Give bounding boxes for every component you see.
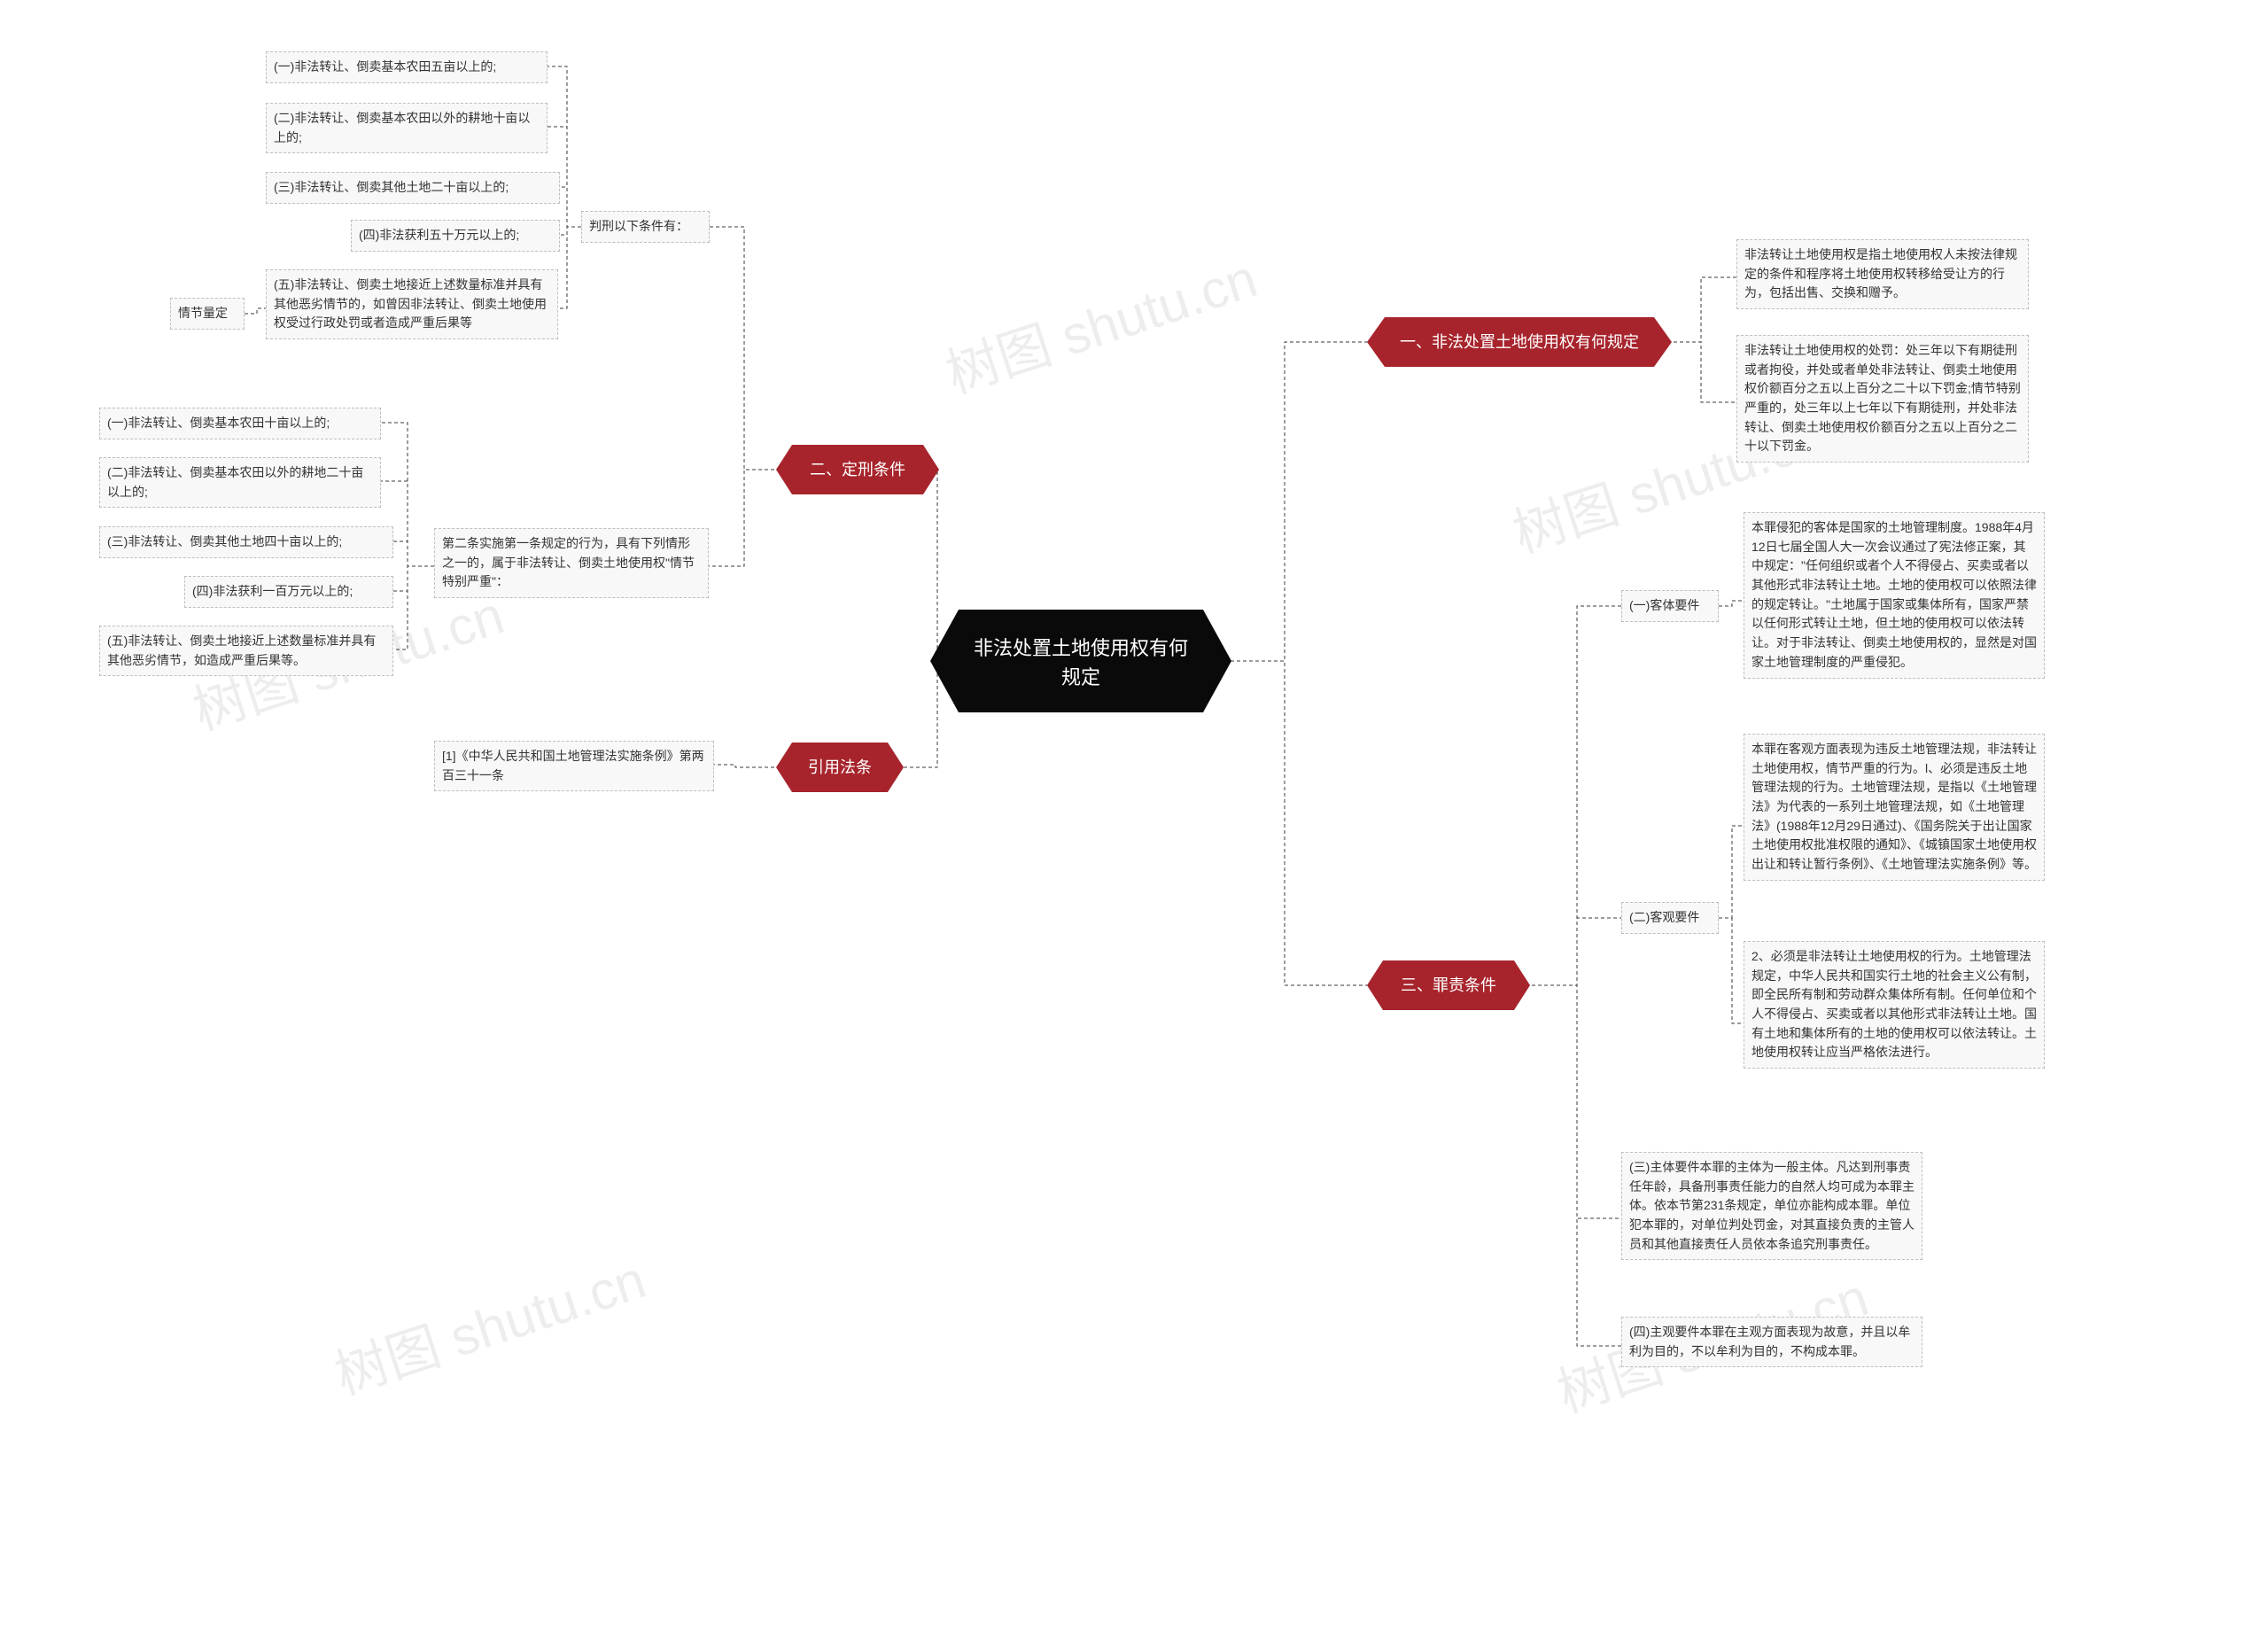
b2-g0-leaf-2: (三)非法转让、倒卖其他土地二十亩以上的; xyxy=(266,172,560,204)
root-label-line2: 规定 xyxy=(1061,666,1100,688)
b1-leaf-0: 非法转让土地使用权是指土地使用权人未按法律规定的条件和程序将土地使用权转移给受让… xyxy=(1736,239,2029,309)
b3-sub-0-leaf-0-text: 本罪侵犯的客体是国家的土地管理制度。1988年4月12日七届全国人大一次会议通过… xyxy=(1751,520,2037,669)
branch-ref-label: 引用法条 xyxy=(808,758,872,776)
b2-group-1-label: 情节量定 xyxy=(178,306,228,320)
branch-3: 三、罪责条件 xyxy=(1378,964,1519,1007)
bref-leaf-0-text: [1]《中华人民共和国土地管理法实施条例》第两百三十一条 xyxy=(442,749,704,782)
branch-ref: 引用法条 xyxy=(787,746,893,789)
b2-g0-leaf-0: (一)非法转让、倒卖基本农田五亩以上的; xyxy=(266,51,548,83)
b2-g2-leaf-2: (三)非法转让、倒卖其他土地四十亩以上的; xyxy=(99,526,393,558)
b2-g0-leaf-1-text: (二)非法转让、倒卖基本农田以外的耕地十亩以上的; xyxy=(274,111,530,144)
b3-sub-1-leaf-1-text: 2、必须是非法转让土地使用权的行为。土地管理法规定，中华人民共和国实行土地的社会… xyxy=(1751,949,2037,1059)
b3-sub-1-leaf-0: 本罪在客观方面表现为违反土地管理法规，非法转让土地使用权，情节严重的行为。l、必… xyxy=(1744,734,2045,881)
watermark: 树图 shutu.cn xyxy=(323,1237,654,1410)
root-label-line1: 非法处置土地使用权有何 xyxy=(974,637,1188,659)
b3-sub-2-leaf-1-text: (四)主观要件本罪在主观方面表现为故意，并且以牟利为目的，不以牟利为目的，不构成… xyxy=(1629,1325,1910,1358)
b3-sub-0-label: (一)客体要件 xyxy=(1629,598,1699,612)
b2-g0-leaf-1: (二)非法转让、倒卖基本农田以外的耕地十亩以上的; xyxy=(266,103,548,153)
b2-g2-leaf-1-text: (二)非法转让、倒卖基本农田以外的耕地二十亩以上的; xyxy=(107,465,363,499)
branch-3-label: 三、罪责条件 xyxy=(1401,976,1496,994)
b2-g2-leaf-0: (一)非法转让、倒卖基本农田十亩以上的; xyxy=(99,408,381,439)
bref-leaf-0: [1]《中华人民共和国土地管理法实施条例》第两百三十一条 xyxy=(434,741,714,791)
b3-sub-2-leaf-1: (四)主观要件本罪在主观方面表现为故意，并且以牟利为目的，不以牟利为目的，不构成… xyxy=(1621,1317,1922,1367)
b3-sub-0: (一)客体要件 xyxy=(1621,590,1719,622)
b2-g0-leaf-3-text: (四)非法获利五十万元以上的; xyxy=(359,228,519,242)
b2-group-2: 第二条实施第一条规定的行为，具有下列情形之一的，属于非法转让、倒卖土地使用权"情… xyxy=(434,528,709,598)
b2-g0-leaf-2-text: (三)非法转让、倒卖其他土地二十亩以上的; xyxy=(274,180,509,194)
b3-sub-2-leaf-0: (三)主体要件本罪的主体为一般主体。凡达到刑事责任年龄，具备刑事责任能力的自然人… xyxy=(1621,1152,1922,1260)
b2-g0-leaf-4-text: (五)非法转让、倒卖土地接近上述数量标准并具有其他恶劣情节的，如曾因非法转让、倒… xyxy=(274,277,547,330)
b3-sub-0-leaf-0: 本罪侵犯的客体是国家的土地管理制度。1988年4月12日七届全国人大一次会议通过… xyxy=(1744,512,2045,679)
b3-sub-1-leaf-0-text: 本罪在客观方面表现为违反土地管理法规，非法转让土地使用权，情节严重的行为。l、必… xyxy=(1751,742,2037,871)
b2-g2-leaf-4-text: (五)非法转让、倒卖土地接近上述数量标准并具有其他恶劣情节，如造成严重后果等。 xyxy=(107,634,376,667)
b2-g2-leaf-2-text: (三)非法转让、倒卖其他土地四十亩以上的; xyxy=(107,534,342,548)
watermark: 树图 shutu.cn xyxy=(935,236,1265,408)
branch-2-label: 二、定刑条件 xyxy=(810,461,905,478)
b3-sub-1-label: (二)客观要件 xyxy=(1629,910,1699,924)
b2-g0-leaf-0-text: (一)非法转让、倒卖基本农田五亩以上的; xyxy=(274,59,496,74)
b2-g2-leaf-4: (五)非法转让、倒卖土地接近上述数量标准并具有其他恶劣情节，如造成严重后果等。 xyxy=(99,626,393,676)
b2-group-2-label: 第二条实施第一条规定的行为，具有下列情形之一的，属于非法转让、倒卖土地使用权"情… xyxy=(442,536,695,588)
b2-g0-leaf-3: (四)非法获利五十万元以上的; xyxy=(351,220,560,252)
b2-group-1: 情节量定 xyxy=(170,298,245,330)
b1-leaf-1: 非法转让土地使用权的处罚：处三年以下有期徒刑或者拘役，并处或者单处非法转让、倒卖… xyxy=(1736,335,2029,463)
branch-1-label: 一、非法处置土地使用权有何规定 xyxy=(1400,333,1639,351)
root-node: 非法处置土地使用权有何 规定 xyxy=(944,621,1218,701)
branch-2: 二、定刑条件 xyxy=(787,448,928,491)
b1-leaf-1-text: 非法转让土地使用权的处罚：处三年以下有期徒刑或者拘役，并处或者单处非法转让、倒卖… xyxy=(1744,343,2021,453)
b2-g2-leaf-1: (二)非法转让、倒卖基本农田以外的耕地二十亩以上的; xyxy=(99,457,381,508)
b2-group-0-label: 判刑以下条件有： xyxy=(589,219,688,233)
b3-sub-1-leaf-1: 2、必须是非法转让土地使用权的行为。土地管理法规定，中华人民共和国实行土地的社会… xyxy=(1744,941,2045,1069)
b2-g2-leaf-3-text: (四)非法获利一百万元以上的; xyxy=(192,584,353,598)
b2-g0-leaf-4: (五)非法转让、倒卖土地接近上述数量标准并具有其他恶劣情节的，如曾因非法转让、倒… xyxy=(266,269,558,339)
b2-g2-leaf-0-text: (一)非法转让、倒卖基本农田十亩以上的; xyxy=(107,416,330,430)
b2-g2-leaf-3: (四)非法获利一百万元以上的; xyxy=(184,576,393,608)
b1-leaf-0-text: 非法转让土地使用权是指土地使用权人未按法律规定的条件和程序将土地使用权转移给受让… xyxy=(1744,247,2017,299)
branch-1: 一、非法处置土地使用权有何规定 xyxy=(1378,321,1661,363)
b2-group-0: 判刑以下条件有： xyxy=(581,211,710,243)
b3-sub-2-leaf-0-text: (三)主体要件本罪的主体为一般主体。凡达到刑事责任年龄，具备刑事责任能力的自然人… xyxy=(1629,1160,1915,1251)
b3-sub-1: (二)客观要件 xyxy=(1621,902,1719,934)
